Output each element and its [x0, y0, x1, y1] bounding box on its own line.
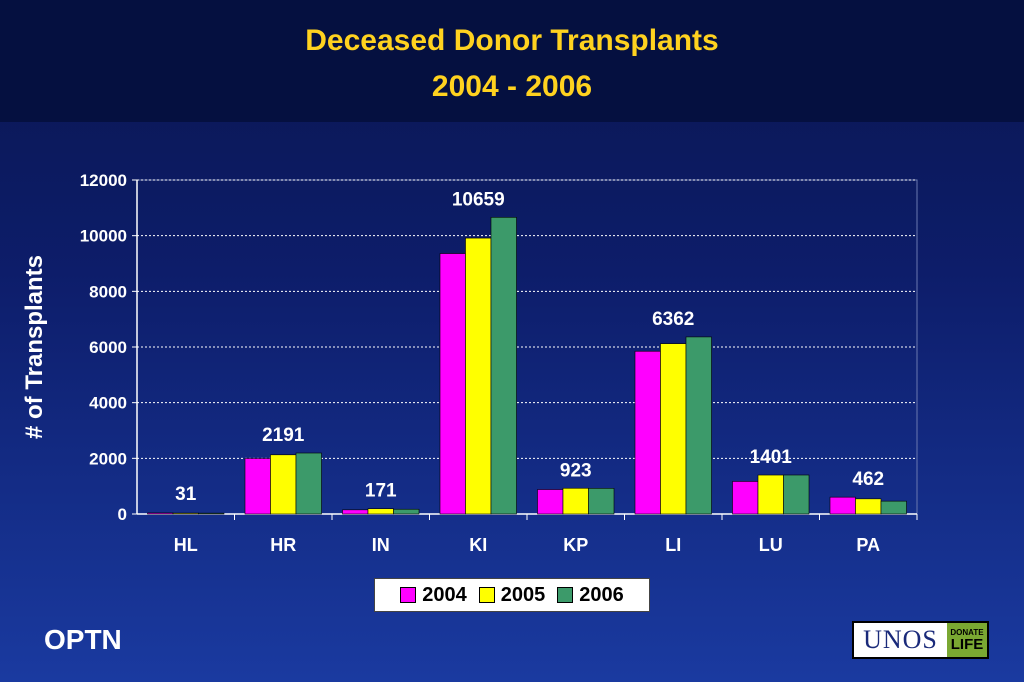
x-tick-label: KI — [469, 535, 487, 555]
bar-PA-2005 — [855, 498, 882, 515]
chart-subtitle: 2004 - 2006 — [431, 70, 593, 103]
bar-LU-2004 — [732, 481, 759, 515]
y-tick-label: 10000 — [80, 227, 127, 246]
legend-swatch-2006 — [557, 587, 574, 603]
bar-HR-2004 — [244, 458, 271, 515]
y-tick-label: 8000 — [89, 282, 127, 301]
y-tick-label: 0 — [118, 505, 127, 524]
x-tick-label: LI — [665, 535, 681, 555]
bar-LU-2005 — [757, 474, 784, 515]
bar-HR-2005 — [270, 454, 297, 515]
bar-HL-2005 — [172, 512, 199, 515]
x-tick-label: IN — [372, 535, 390, 555]
y-tick-label: 4000 — [89, 394, 127, 413]
data-label: 6362 — [652, 309, 694, 330]
legend-item-2005: 2005 — [478, 583, 546, 607]
badge-line2: LIFE — [950, 635, 984, 653]
optn-label: OPTN — [44, 624, 122, 655]
data-label: 1401 — [750, 447, 793, 468]
data-label: 2191 — [262, 425, 305, 446]
y-tick-label: 6000 — [89, 338, 127, 357]
x-tick-label: HL — [174, 535, 198, 555]
data-label: 171 — [365, 481, 397, 502]
x-tick-label: PA — [856, 535, 880, 555]
x-tick-label: KP — [563, 535, 588, 555]
bar-PA-2006 — [880, 500, 907, 515]
legend-item-2004: 2004 — [400, 584, 467, 607]
data-label: 31 — [175, 484, 197, 505]
donate-life-badge: DONATE LIFE — [947, 623, 987, 657]
bar-HR-2006 — [295, 452, 322, 515]
legend-swatch-2004 — [400, 587, 417, 603]
legend-label-2004: 2004 — [422, 583, 467, 606]
bar-PA-2004 — [829, 496, 856, 515]
bar-KP-2005 — [562, 487, 589, 515]
data-label: 462 — [852, 469, 884, 490]
y-axis-label: # of Transplants — [21, 255, 48, 439]
bar-IN-2006 — [393, 508, 420, 515]
header-band — [0, 0, 1024, 122]
badge-line1: DONATE — [950, 627, 984, 637]
bar-IN-2005 — [367, 508, 394, 515]
bar-HL-2004 — [147, 512, 174, 515]
chart-title: Deceased Donor Transplants — [305, 24, 719, 57]
bar-LI-2006 — [685, 336, 712, 515]
data-label: 10659 — [452, 189, 505, 210]
bar-LU-2006 — [783, 474, 810, 515]
bar-KP-2006 — [588, 488, 615, 515]
bar-LI-2004 — [634, 350, 661, 515]
bar-KP-2004 — [537, 489, 564, 515]
bar-LI-2005 — [660, 343, 687, 515]
legend: 2004 2005 2006 — [374, 578, 650, 612]
y-tick-label: 2000 — [89, 449, 127, 468]
x-tick-label: LU — [759, 535, 783, 555]
bar-HL-2006 — [198, 512, 225, 515]
legend-item-2006: 2006 — [557, 584, 624, 607]
data-label: 923 — [560, 460, 592, 481]
legend-label-2006: 2006 — [579, 583, 624, 606]
legend-swatch-2005 — [478, 587, 495, 603]
unos-logo-text: UNOS — [863, 625, 938, 654]
bar-KI-2006 — [490, 217, 517, 515]
bar-KI-2005 — [465, 237, 492, 515]
bar-KI-2004 — [439, 253, 466, 515]
legend-label-2005: 2005 — [500, 583, 546, 606]
unos-logo: UNOS DONATE LIFE — [852, 621, 989, 659]
y-tick-label: 12000 — [80, 171, 127, 190]
x-tick-label: HR — [270, 535, 296, 555]
bar-IN-2004 — [342, 509, 369, 515]
